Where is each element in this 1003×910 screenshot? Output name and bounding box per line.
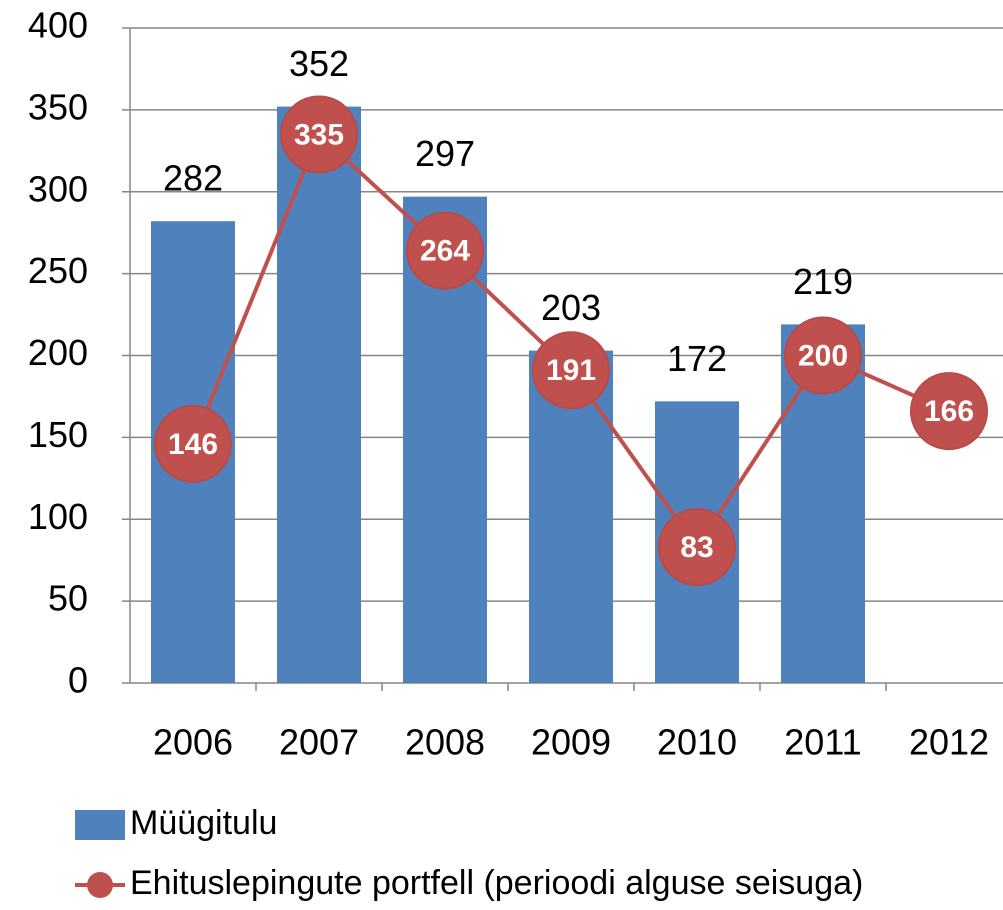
- x-tick-label: 2011: [784, 722, 861, 763]
- y-tick-label: 350: [28, 86, 88, 127]
- line-marker: [406, 211, 484, 290]
- y-tick-label: 0: [68, 660, 88, 701]
- bar: [277, 106, 361, 684]
- legend-marker: [87, 872, 113, 898]
- line-marker: [154, 404, 232, 483]
- line-value-label: 264: [420, 235, 470, 268]
- x-tick-label: 2007: [279, 722, 359, 763]
- x-tick-label: 2008: [405, 722, 485, 763]
- bar-value-label: 172: [667, 338, 727, 379]
- x-tick-label: 2010: [657, 722, 737, 763]
- line-marker: [280, 95, 358, 174]
- y-tick-label: 400: [28, 5, 88, 46]
- line-marker: [784, 316, 862, 395]
- y-tick-label: 300: [28, 168, 88, 209]
- line-marker: [910, 372, 988, 451]
- line-value-label: 83: [680, 531, 713, 564]
- line-value-label: 146: [168, 428, 218, 461]
- x-tick-label: 2006: [153, 722, 233, 763]
- legend-label: Müügitulu: [130, 804, 277, 842]
- bar-value-label: 282: [163, 158, 223, 199]
- bar-value-label: 352: [289, 43, 349, 84]
- x-tick-label: 2009: [531, 722, 611, 763]
- bar-value-label: 219: [793, 261, 853, 302]
- legend-label: Ehituslepingute portfell (perioodi algus…: [130, 864, 863, 902]
- line-value-label: 200: [798, 339, 848, 372]
- y-tick-label: 200: [28, 332, 88, 373]
- y-tick-label: 150: [28, 414, 88, 455]
- bar-value-label: 297: [415, 133, 475, 174]
- y-tick-label: 100: [28, 496, 88, 537]
- y-tick-label: 50: [48, 578, 88, 619]
- legend-swatch: [75, 810, 125, 840]
- line-value-label: 166: [924, 395, 974, 428]
- bar-value-label: 203: [541, 287, 601, 328]
- line-marker: [658, 508, 736, 587]
- line-marker: [532, 331, 610, 410]
- y-tick-label: 250: [28, 250, 88, 291]
- line-value-label: 335: [294, 118, 344, 151]
- x-tick-label: 2012: [909, 722, 989, 763]
- line-value-label: 191: [546, 354, 596, 387]
